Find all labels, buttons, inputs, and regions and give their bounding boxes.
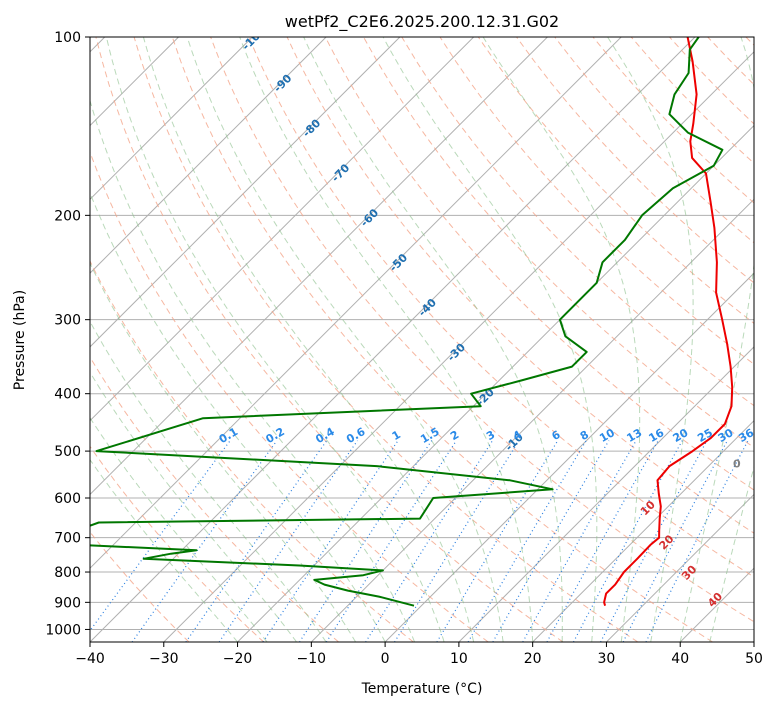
x-tick-label: 20 bbox=[524, 651, 542, 667]
zero-label: 0 bbox=[733, 458, 741, 471]
x-tick-label: 50 bbox=[745, 651, 763, 667]
isotherm--70 bbox=[90, 37, 475, 422]
dry-adiabat bbox=[90, 445, 265, 642]
dry-adiabat bbox=[133, 37, 639, 642]
mixing-ratio-line bbox=[572, 440, 683, 642]
dry-adiabat bbox=[516, 37, 754, 284]
plot-frame bbox=[89, 36, 755, 643]
series-line-0 bbox=[603, 37, 734, 606]
isotherm-10 bbox=[458, 346, 754, 642]
moist-adiabat bbox=[90, 371, 297, 642]
moist-adiabat bbox=[239, 37, 534, 642]
isotherm--60 bbox=[90, 37, 548, 496]
x-tick-label: 30 bbox=[598, 651, 616, 667]
dry-adiabat bbox=[248, 37, 754, 578]
x-tick-label: 40 bbox=[671, 651, 689, 667]
y-tick-label: 900 bbox=[54, 595, 81, 611]
y-tick-label: 500 bbox=[54, 444, 81, 460]
y-axis-label: Pressure (hPa) bbox=[12, 290, 28, 390]
x-tick-label: −20 bbox=[223, 651, 253, 667]
moist-adiabat bbox=[482, 37, 641, 642]
x-tick-label: 10 bbox=[450, 651, 468, 667]
series-line-1 bbox=[90, 37, 724, 607]
moist-adiabat bbox=[90, 262, 357, 642]
mixing-ratio-line bbox=[394, 440, 520, 642]
x-tick-label: −40 bbox=[75, 651, 105, 667]
dry-adiabat bbox=[286, 37, 754, 534]
moist-adiabat bbox=[607, 37, 694, 642]
moist-adiabat bbox=[142, 37, 475, 642]
moist-adiabat bbox=[679, 37, 754, 642]
y-tick-label: 300 bbox=[54, 313, 81, 329]
mixing-ratio-label: 36 bbox=[736, 426, 756, 445]
mixing-ratio-line bbox=[365, 440, 494, 642]
isotherm-0 bbox=[384, 272, 754, 642]
moist-adiabat bbox=[90, 99, 416, 642]
mixing-ratio-line bbox=[325, 440, 457, 642]
y-tick-label: 1000 bbox=[45, 622, 81, 638]
mixing-ratio-line bbox=[185, 440, 328, 642]
isotherm--10 bbox=[310, 198, 754, 642]
isotherm--90 bbox=[90, 37, 327, 274]
mixing-ratio-line bbox=[467, 440, 587, 642]
y-tick-label: 800 bbox=[54, 565, 81, 581]
mixing-ratio-line bbox=[546, 440, 659, 642]
dry-adiabat bbox=[477, 37, 754, 324]
chart-title: wetPf2_C2E6.2025.200.12.31.G02 bbox=[285, 12, 559, 32]
dry-adiabat bbox=[95, 37, 564, 642]
moist-adiabat bbox=[303, 37, 563, 642]
dry-adiabat bbox=[210, 37, 754, 623]
y-tick-label: 700 bbox=[54, 531, 81, 547]
isotherm--30 bbox=[163, 51, 754, 642]
x-tick-label: −30 bbox=[149, 651, 179, 667]
series-layer bbox=[90, 37, 734, 607]
moist-adiabat bbox=[105, 37, 445, 642]
isotherm-30 bbox=[606, 493, 754, 642]
dry-adiabat bbox=[90, 356, 339, 642]
x-axis: −40 −30 −20 −10 0 10 20 30 40 50 bbox=[75, 642, 763, 667]
mixing-ratio-line bbox=[90, 440, 231, 632]
isotherm--100 bbox=[90, 37, 253, 201]
y-tick-label: 200 bbox=[54, 208, 81, 224]
isotherm--40 bbox=[90, 37, 696, 642]
moist-adiabat bbox=[90, 320, 327, 642]
moist-adiabat bbox=[90, 416, 268, 642]
moist-adiabat bbox=[382, 37, 598, 642]
moist-adiabat bbox=[709, 465, 754, 642]
dry-adiabat bbox=[171, 37, 713, 642]
y-tick-label: 100 bbox=[54, 30, 81, 46]
isotherm-20 bbox=[532, 419, 754, 642]
y-tick-label: 600 bbox=[54, 491, 81, 507]
x-axis-label: Temperature (°C) bbox=[361, 681, 483, 697]
isotherm--50 bbox=[90, 37, 622, 569]
x-tick-label: 0 bbox=[381, 651, 390, 667]
y-tick-label: 400 bbox=[54, 387, 81, 403]
plot-area: -100-90-80-70-60-50-40-30-20-100.1 0.2 0.4… bbox=[90, 37, 756, 642]
moist-adiabat bbox=[186, 37, 504, 642]
reference-lines-layer bbox=[90, 37, 754, 642]
mixing-ratio-line bbox=[436, 440, 559, 642]
x-tick-label: −10 bbox=[297, 651, 327, 667]
moist-adiabat bbox=[90, 191, 386, 642]
moist-adiabat bbox=[90, 458, 238, 642]
dry-adiabat bbox=[90, 259, 414, 642]
dry-adiabat bbox=[324, 37, 754, 491]
isotherm--20 bbox=[237, 124, 754, 642]
mixing-ratio-line bbox=[492, 440, 610, 642]
y-axis: 100 200 300 400 500 600 700 800 900 1000 bbox=[45, 30, 90, 638]
